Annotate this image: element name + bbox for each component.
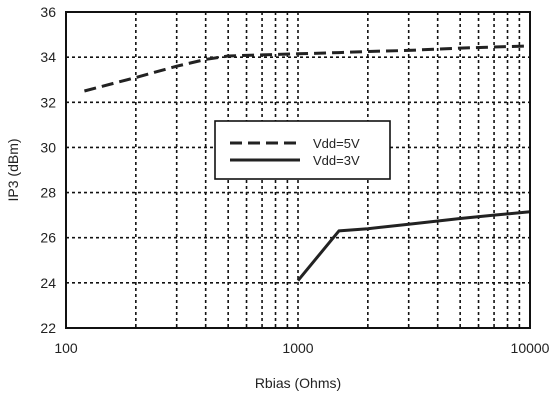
y-tick-label: 36 xyxy=(40,4,56,20)
legend-box xyxy=(214,120,391,180)
y-tick-label: 22 xyxy=(40,320,56,336)
tick-label-layer: 100 1000 10000 22 24 26 28 30 32 34 36 xyxy=(40,4,549,356)
y-tick-label: 30 xyxy=(40,139,56,155)
series-line-vdd-3v xyxy=(296,210,531,282)
x-axis-label: Rbias (Ohms) xyxy=(255,375,341,391)
x-tick-label: 10000 xyxy=(511,340,550,356)
x-tick-label: 100 xyxy=(54,340,78,356)
y-tick-label: 32 xyxy=(40,94,56,110)
legend-label-vdd-5v: Vdd=5V xyxy=(313,136,360,151)
series-layer xyxy=(84,44,531,282)
legend: Vdd=5V Vdd=3V xyxy=(214,120,391,180)
y-tick-label: 34 xyxy=(40,49,56,65)
legend-label-vdd-3v: Vdd=3V xyxy=(313,153,360,168)
plot-area-frame xyxy=(65,11,531,329)
y-tick-label: 24 xyxy=(40,275,56,291)
y-tick-label: 28 xyxy=(40,185,56,201)
y-axis-label: IP3 (dBm) xyxy=(5,138,21,201)
y-tick-label: 26 xyxy=(40,230,56,246)
x-tick-label: 1000 xyxy=(282,340,313,356)
series-line-vdd-5v xyxy=(84,44,531,93)
